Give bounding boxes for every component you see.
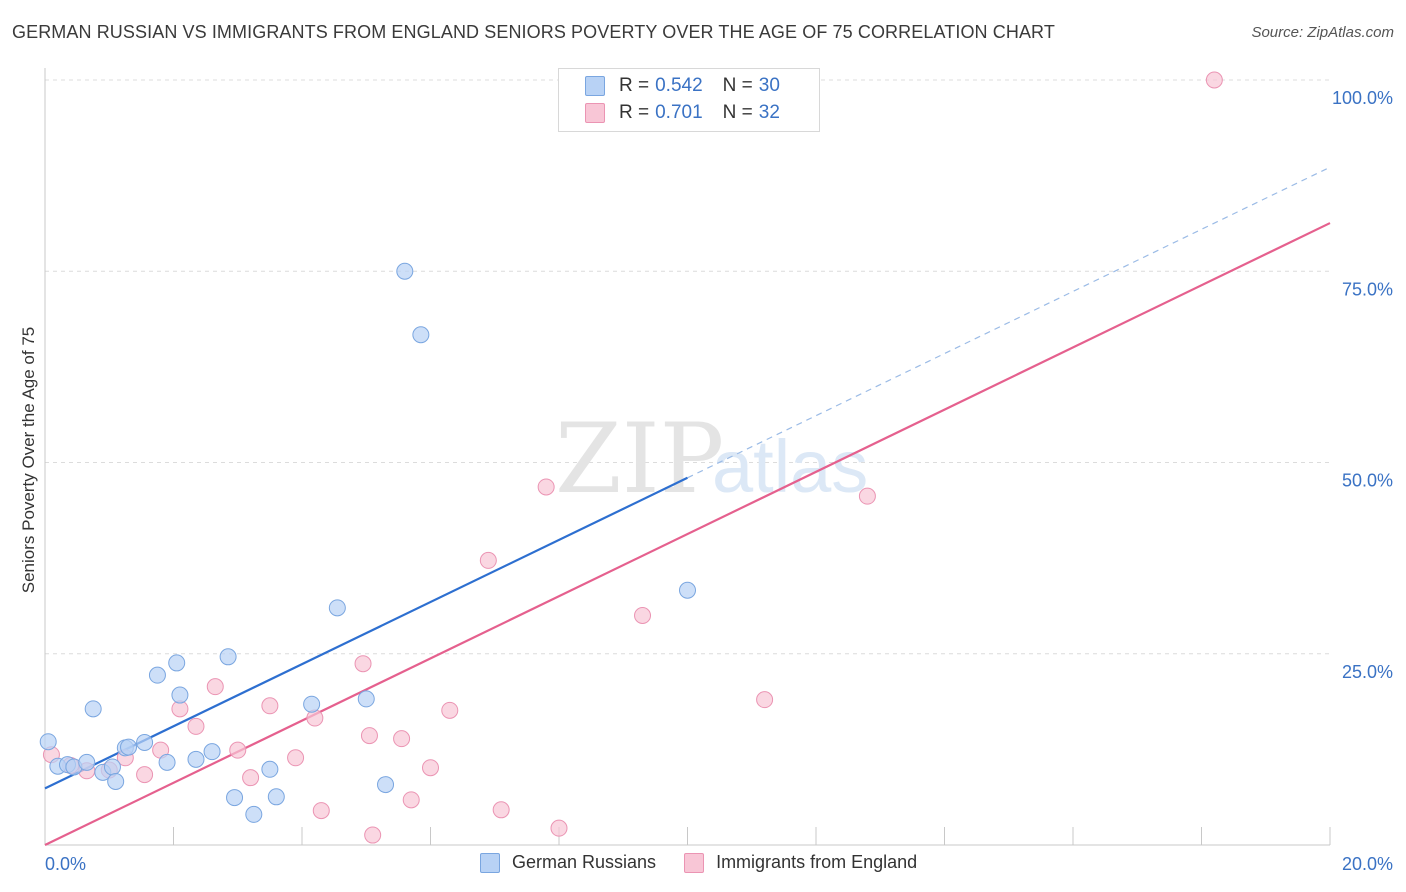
legend-r-value: 0.701 (655, 102, 703, 123)
legend-n-value: 32 (758, 102, 780, 123)
data-point-german-russians (357, 690, 375, 708)
data-point-england (858, 487, 876, 505)
legend-n-label: N = (722, 75, 753, 96)
legend-swatch-german-russians (585, 76, 605, 96)
legend-label-england: Immigrants from England (716, 852, 918, 872)
data-point-german-russians (377, 776, 395, 794)
chart-title: GERMAN RUSSIAN VS IMMIGRANTS FROM ENGLAN… (12, 22, 1055, 42)
data-point-england (1205, 71, 1223, 89)
data-point-german-russians (103, 758, 121, 776)
data-point-england (441, 701, 459, 719)
data-point-german-russians (245, 805, 263, 823)
trend-line-german-russians (44, 476, 688, 790)
data-point-german-russians (84, 700, 102, 718)
data-point-german-russians (679, 581, 696, 599)
watermark-atlas: atlas (712, 425, 868, 508)
y-axis-label: Seniors Poverty Over the Age of 75 (19, 326, 38, 594)
data-point-england (492, 801, 510, 819)
grid-lines (45, 79, 1330, 655)
data-points (39, 71, 1223, 844)
data-point-german-russians (171, 686, 189, 704)
data-point-german-russians (136, 733, 154, 751)
data-point-german-russians (303, 695, 321, 713)
data-point-england (422, 759, 439, 777)
data-point-german-russians (39, 733, 57, 751)
data-point-england (229, 741, 247, 759)
trend-line-german-russians-extension (687, 166, 1331, 479)
x-tick-label-start: 0.0% (45, 854, 86, 874)
data-point-german-russians (412, 326, 430, 344)
legend-swatch-england (684, 852, 705, 873)
data-point-england (354, 655, 372, 673)
source-credit: Source: ZipAtlas.com (1251, 24, 1394, 41)
legend-item-england[interactable]: Immigrants from England (684, 852, 917, 873)
data-point-england (306, 709, 324, 727)
legend-n-value: 30 (758, 75, 780, 96)
data-point-german-russians (187, 750, 205, 768)
legend-row-england: R = 0.701 N = 32 (585, 100, 780, 126)
data-point-german-russians (120, 738, 138, 756)
data-point-german-russians (219, 648, 237, 666)
data-point-england (550, 819, 568, 837)
data-point-england (206, 678, 224, 696)
legend-label-german-russians: German Russians (512, 852, 657, 872)
data-point-england (261, 697, 279, 715)
y-axis-label-wrap: Seniors Poverty Over the Age of 75 (14, 300, 44, 620)
legend-item-german-russians[interactable]: German Russians (480, 852, 656, 873)
legend-r-label: R = (619, 102, 650, 123)
data-point-german-russians (396, 262, 414, 280)
data-point-german-russians (158, 753, 176, 771)
data-point-england (537, 478, 555, 496)
data-point-german-russians (261, 760, 279, 778)
legend-swatch-german-russians (480, 852, 500, 873)
data-point-german-russians (328, 599, 346, 617)
data-point-england (402, 791, 420, 809)
data-point-england (287, 749, 305, 767)
legend-n-label: N = (722, 102, 753, 123)
data-point-england (364, 826, 382, 844)
series-legend: German Russians Immigrants from England (480, 852, 945, 873)
data-point-england (187, 717, 205, 735)
data-point-german-russians (267, 788, 285, 806)
data-point-german-russians (148, 666, 166, 684)
x-tick-label-end: 20.0% (1342, 854, 1393, 874)
correlation-legend: R = 0.542 N = 30 R = 0.701 N = 32 (558, 68, 820, 132)
data-point-england (479, 551, 497, 569)
data-point-england (360, 727, 378, 745)
data-point-german-russians (203, 743, 221, 761)
watermark-zip: ZIP (555, 403, 724, 515)
data-point-german-russians (168, 654, 186, 672)
y-tick-label: 75.0% (1342, 279, 1393, 299)
tick-labels: 25.0% 50.0% 75.0% 100.0% 0.0% 20.0% (45, 88, 1393, 874)
y-tick-label: 100.0% (1332, 88, 1393, 108)
legend-swatch-england (585, 103, 605, 123)
legend-r-value: 0.542 (655, 75, 703, 96)
data-point-england (312, 802, 330, 820)
data-point-german-russians (78, 753, 96, 771)
legend-r-label: R = (619, 75, 650, 96)
data-point-england (634, 607, 652, 624)
data-point-england (136, 766, 154, 784)
trend-lines (44, 166, 1331, 846)
y-tick-label: 25.0% (1342, 662, 1393, 682)
watermark: ZIP atlas (555, 403, 868, 515)
y-tick-label: 50.0% (1342, 471, 1393, 491)
data-point-england (393, 730, 411, 748)
data-point-german-russians (226, 789, 244, 807)
data-point-england (242, 769, 260, 787)
trend-line-england (44, 222, 1331, 846)
legend-row-german-russians: R = 0.542 N = 30 (585, 73, 780, 99)
data-point-england (756, 691, 774, 709)
data-point-german-russians (107, 773, 125, 791)
